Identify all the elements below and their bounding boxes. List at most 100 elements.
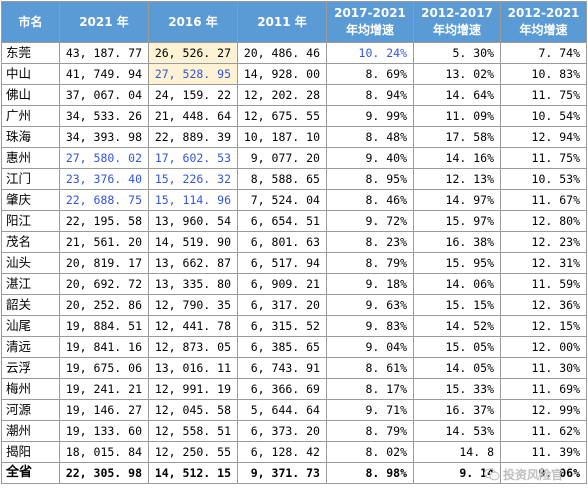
- growth-2012-2021-cell: 7. 74%: [500, 42, 587, 64]
- value-2011-cell: 20, 486. 46: [237, 42, 327, 64]
- growth-2017-2021-cell: 9. 71%: [326, 399, 414, 421]
- growth-2012-2021-cell: 10. 54%: [500, 105, 587, 127]
- growth-2012-2017-cell: 14. 16%: [413, 147, 501, 169]
- growth-2017-2021-cell: 9. 72%: [326, 210, 414, 232]
- value-2011-cell: 6, 128. 42: [237, 441, 327, 463]
- header-2016: 2016 年: [148, 1, 238, 43]
- table-row: 珠海 34, 393. 98 22, 889. 39 10, 187. 10 8. 48…: [1, 126, 587, 148]
- value-2011-cell: 6, 373. 20: [237, 420, 327, 442]
- growth-2017-2021-cell: 8. 94%: [326, 84, 414, 106]
- city-cell: 汕头: [1, 252, 60, 274]
- value-2011-cell: 9, 371. 73: [237, 462, 327, 484]
- value-2021-cell: 37, 067. 04: [59, 84, 149, 106]
- table-row: 阳江 22, 195. 58 13, 960. 54 6, 654. 51 9. 72%…: [1, 210, 587, 232]
- value-2021-cell: 43, 187. 77: [59, 42, 149, 64]
- city-cell: 全省: [1, 462, 60, 484]
- growth-2017-2021-cell: 8. 02%: [326, 441, 414, 463]
- value-2011-cell: 6, 801. 63: [237, 231, 327, 253]
- value-2016-cell: 14, 512. 15: [148, 462, 238, 484]
- value-2021-cell: 23, 376. 40: [59, 168, 149, 190]
- growth-2012-2021-cell: 12. 15%: [500, 315, 587, 337]
- city-cell: 东莞: [1, 42, 60, 64]
- table-row: 东莞 43, 187. 77 26, 526. 27 20, 486. 46 10. 2…: [1, 42, 587, 64]
- growth-2012-2017-cell: 13. 02%: [413, 63, 501, 85]
- value-2021-cell: 20, 252. 86: [59, 294, 149, 316]
- value-2021-cell: 34, 393. 98: [59, 126, 149, 148]
- growth-2017-2021-cell: 8. 98%: [326, 462, 414, 484]
- growth-2017-2021-cell: 8. 17%: [326, 378, 414, 400]
- value-2016-cell: 14, 519. 90: [148, 231, 238, 253]
- city-cell: 江门: [1, 168, 60, 190]
- table-row: 江门 23, 376. 40 15, 226. 32 8, 588. 65 8. 95%…: [1, 168, 587, 190]
- growth-2017-2021-cell: 8. 61%: [326, 357, 414, 379]
- value-2011-cell: 7, 524. 04: [237, 189, 327, 211]
- table-row: 惠州 27, 580. 02 17, 602. 53 9, 077. 20 9. 40%…: [1, 147, 587, 169]
- growth-2017-2021-cell: 9. 99%: [326, 105, 414, 127]
- value-2021-cell: 18, 015. 84: [59, 441, 149, 463]
- header-2021: 2021 年: [59, 1, 149, 43]
- city-cell: 阳江: [1, 210, 60, 232]
- growth-2017-2021-cell: 9. 18%: [326, 273, 414, 295]
- city-cell: 云浮: [1, 357, 60, 379]
- table-row: 潮州 19, 133. 60 12, 558. 51 6, 373. 20 8. 79%…: [1, 420, 587, 442]
- growth-2017-2021-cell: 9. 04%: [326, 336, 414, 358]
- value-2016-cell: 12, 045. 58: [148, 399, 238, 421]
- growth-2012-2021-cell: 12. 36%: [500, 294, 587, 316]
- table-row: 汕尾 19, 884. 51 12, 441. 78 6, 315. 52 9. 83%…: [1, 315, 587, 337]
- city-cell: 广州: [1, 105, 60, 127]
- header-2011: 2011 年: [237, 1, 327, 43]
- growth-2012-2021-cell: 12. 00%: [500, 336, 587, 358]
- value-2021-cell: 19, 884. 51: [59, 315, 149, 337]
- value-2011-cell: 6, 315. 52: [237, 315, 327, 337]
- growth-2012-2017-cell: 14. 97%: [413, 189, 501, 211]
- value-2021-cell: 20, 819. 17: [59, 252, 149, 274]
- growth-2012-2017-cell: 15. 97%: [413, 210, 501, 232]
- table-row: 揭阳 18, 015. 84 12, 250. 55 6, 128. 42 8. 02%…: [1, 441, 587, 463]
- growth-2012-2017-cell: 16. 37%: [413, 399, 501, 421]
- growth-2012-2017-cell: 12. 13%: [413, 168, 501, 190]
- value-2011-cell: 14, 928. 00: [237, 63, 327, 85]
- city-cell: 清远: [1, 336, 60, 358]
- growth-2012-2017-cell: 15. 33%: [413, 378, 501, 400]
- growth-2012-2017-cell: 14. 8: [413, 441, 501, 463]
- growth-2012-2021-cell: 11. 67%: [500, 189, 587, 211]
- city-cell: 茂名: [1, 231, 60, 253]
- value-2021-cell: 19, 841. 16: [59, 336, 149, 358]
- value-2011-cell: 12, 202. 28: [237, 84, 327, 106]
- value-2021-cell: 27, 580. 02: [59, 147, 149, 169]
- growth-2012-2017-cell: 15. 95%: [413, 252, 501, 274]
- growth-2012-2021-cell: 12. 31%: [500, 252, 587, 274]
- growth-2012-2017-cell: 14. 06%: [413, 273, 501, 295]
- growth-2012-2021-cell: 11. 75%: [500, 147, 587, 169]
- value-2011-cell: 6, 366. 69: [237, 378, 327, 400]
- total-row: 全省 22, 305. 98 14, 512. 15 9, 371. 73 8. 98%…: [1, 462, 587, 484]
- growth-2012-2017-cell: 11. 09%: [413, 105, 501, 127]
- value-2016-cell: 21, 448. 64: [148, 105, 238, 127]
- city-cell: 汕尾: [1, 315, 60, 337]
- growth-2012-2021-cell: 11. 69%: [500, 378, 587, 400]
- growth-2012-2021-cell: 10. 53%: [500, 168, 587, 190]
- growth-2012-2021-cell: 11. 75%: [500, 84, 587, 106]
- growth-2012-2021-cell: 12. 80%: [500, 210, 587, 232]
- growth-2012-2017-cell: 15. 15%: [413, 294, 501, 316]
- value-2011-cell: 5, 644. 64: [237, 399, 327, 421]
- value-2016-cell: 13, 016. 11: [148, 357, 238, 379]
- growth-2017-2021-cell: 8. 95%: [326, 168, 414, 190]
- table-row: 汕头 20, 819. 17 13, 662. 87 6, 517. 94 8. 79%…: [1, 252, 587, 274]
- growth-2012-2017-cell: 14. 52%: [413, 315, 501, 337]
- growth-2012-2017-cell: 14. 05%: [413, 357, 501, 379]
- growth-2012-2017-cell: 5. 30%: [413, 42, 501, 64]
- value-2021-cell: 34, 533. 26: [59, 105, 149, 127]
- value-2016-cell: 12, 441. 78: [148, 315, 238, 337]
- table-row: 韶关 20, 252. 86 12, 790. 35 6, 317. 20 9. 63%…: [1, 294, 587, 316]
- value-2016-cell: 22, 889. 39: [148, 126, 238, 148]
- table-row: 佛山 37, 067. 04 24, 159. 22 12, 202. 28 8. 94…: [1, 84, 587, 106]
- city-cell: 韶关: [1, 294, 60, 316]
- value-2011-cell: 8, 588. 65: [237, 168, 327, 190]
- growth-2012-2021-cell: 12. 94%: [500, 126, 587, 148]
- growth-2017-2021-cell: 9. 83%: [326, 315, 414, 337]
- growth-2017-2021-cell: 8. 79%: [326, 252, 414, 274]
- table-row: 茂名 21, 561. 20 14, 519. 90 6, 801. 63 8. 23%…: [1, 231, 587, 253]
- table-row: 湛江 20, 692. 72 13, 335. 80 6, 909. 21 9. 18%…: [1, 273, 587, 295]
- table-row: 梅州 19, 241. 21 12, 991. 19 6, 366. 69 8. 17%…: [1, 378, 587, 400]
